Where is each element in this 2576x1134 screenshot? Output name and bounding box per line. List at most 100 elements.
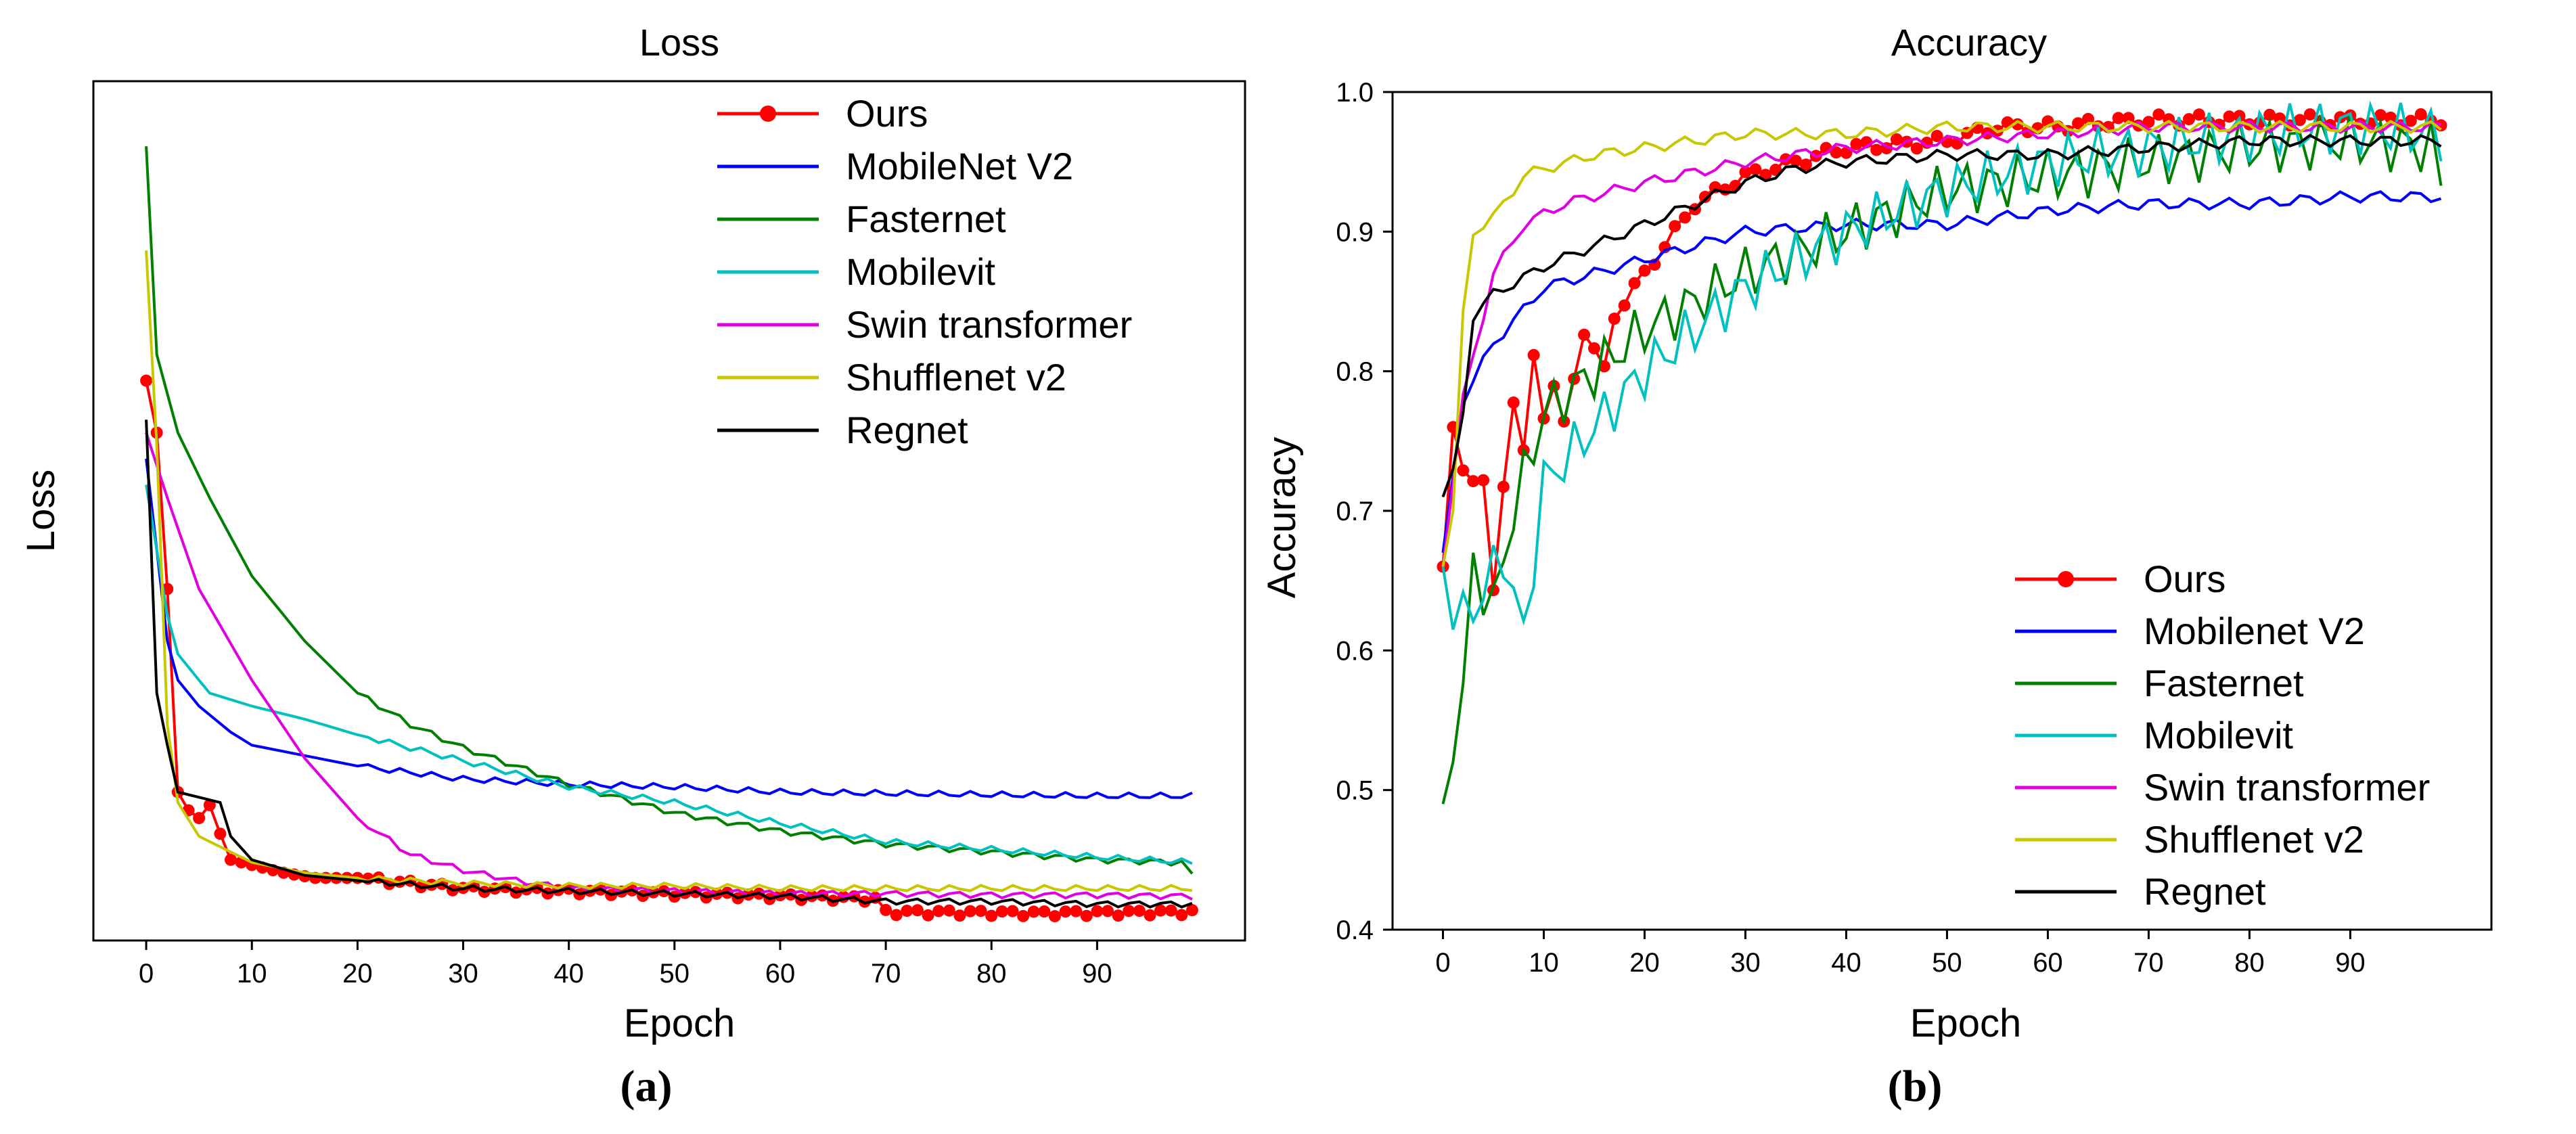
accuracy-series-group — [1437, 100, 2447, 804]
series-line-mobilenet-v2 — [145, 458, 1193, 799]
series-point-ours — [203, 798, 216, 811]
series-point-ours — [1048, 910, 1061, 923]
series-point-ours — [2122, 112, 2135, 124]
series-ours — [1437, 108, 2447, 597]
series-point-ours — [1588, 342, 1600, 355]
series-mobilenet-v2 — [1441, 190, 2442, 553]
series-point-ours — [1679, 211, 1692, 224]
series-line-ours — [145, 380, 1193, 918]
x-tick-label: 50 — [1932, 948, 1962, 978]
series-point-ours — [1477, 474, 1490, 486]
accuracy-x-ticks: 0 10 20 30 40 50 60 70 80 90 — [1435, 930, 2366, 978]
x-tick-label: 40 — [1831, 948, 1861, 978]
legend-marker — [2058, 571, 2074, 587]
series-point-ours — [1457, 464, 1470, 477]
legend-marker — [760, 106, 776, 122]
legend-item-regnet: Regnet — [717, 409, 968, 451]
series-point-ours — [880, 903, 892, 916]
series-point-ours — [2152, 108, 2165, 121]
series-fasternet — [145, 146, 1194, 875]
x-tick-label: 30 — [448, 959, 478, 989]
series-point-ours — [2142, 116, 2155, 129]
series-point-ours — [2192, 108, 2205, 121]
series-point-ours — [985, 909, 998, 922]
series-point-ours — [1830, 146, 1843, 159]
accuracy-legend: Ours Mobilenet V2 Fasternet Mobilevit Swin t… — [2015, 558, 2430, 913]
series-point-ours — [2183, 113, 2195, 126]
series-point-ours — [1175, 909, 1188, 922]
series-point-ours — [1698, 191, 1711, 203]
series-point-ours — [1027, 905, 1040, 918]
series-point-ours — [1070, 905, 1083, 917]
series-point-ours — [1618, 299, 1631, 312]
series-point-ours — [1507, 396, 1520, 409]
series-point-ours — [1739, 166, 1752, 179]
series-point-ours — [2293, 114, 2306, 127]
series-point-ours — [922, 909, 934, 922]
x-tick-label: 10 — [237, 959, 267, 989]
x-tick-label: 60 — [2033, 948, 2063, 978]
series-point-ours — [1091, 905, 1104, 917]
legend-label: Regnet — [2144, 870, 2266, 913]
loss-title: Loss — [639, 21, 719, 64]
caption-a: (a) — [620, 1062, 673, 1111]
x-tick-label: 0 — [139, 959, 154, 989]
series-point-ours — [193, 812, 206, 825]
series-point-ours — [1910, 142, 1923, 155]
loss-xlabel: Epoch — [624, 1001, 735, 1045]
x-tick-label: 90 — [1082, 959, 1112, 989]
legend-label: Mobilevit — [2144, 714, 2293, 756]
series-point-ours — [2404, 114, 2417, 127]
series-point-ours — [1154, 904, 1167, 917]
series-line-regnet — [1441, 133, 2442, 498]
series-point-ours — [911, 904, 924, 917]
series-point-ours — [2223, 110, 2236, 123]
y-tick-label: 0.7 — [1336, 497, 1374, 526]
series-line-swin-transformer — [1441, 119, 2441, 567]
x-tick-label: 60 — [765, 959, 796, 989]
accuracy-title: Accuracy — [1891, 21, 2047, 64]
series-line-shufflenet-v2 — [1441, 119, 2442, 567]
accuracy-ylabel: Accuracy — [1260, 437, 1304, 599]
series-point-ours — [2385, 111, 2397, 124]
legend-label: Ours — [2144, 558, 2225, 600]
x-tick-label: 90 — [2335, 948, 2366, 978]
series-point-ours — [995, 905, 1008, 918]
series-mobilevit — [1441, 100, 2443, 630]
series-point-ours — [140, 374, 153, 387]
series-point-ours — [1185, 904, 1198, 917]
caption-b: (b) — [1888, 1062, 1943, 1111]
series-point-ours — [1749, 163, 1762, 176]
series-point-ours — [1144, 909, 1156, 922]
series-point-ours — [2011, 118, 2024, 131]
series-point-ours — [1669, 220, 1681, 233]
series-point-ours — [2303, 108, 2316, 121]
legend-label: Mobilevit — [846, 250, 995, 293]
series-point-ours — [1608, 313, 1621, 325]
y-tick-label: 0.8 — [1336, 357, 1374, 387]
x-tick-label: 30 — [1730, 948, 1761, 978]
legend-label: Swin transformer — [846, 303, 1132, 346]
series-point-ours — [1080, 909, 1093, 922]
series-point-ours — [1102, 905, 1114, 917]
y-tick-label: 0.4 — [1336, 915, 1374, 945]
series-line-mobilenet-v2 — [1441, 190, 2442, 553]
legend-item-mobilenet-v2: MobileNet V2 — [717, 145, 1073, 187]
legend-label: Mobilenet V2 — [2144, 610, 2365, 652]
series-point-ours — [974, 905, 987, 917]
series-point-ours — [901, 905, 913, 917]
accuracy-xlabel: Epoch — [1910, 1001, 2021, 1045]
loss-ylabel: Loss — [19, 470, 63, 553]
series-point-ours — [2414, 108, 2427, 120]
loss-x-ticks: 0 10 20 30 40 50 60 70 80 90 — [139, 940, 1112, 989]
series-swin-transformer — [1441, 119, 2441, 567]
x-tick-label: 40 — [553, 959, 584, 989]
legend-label: MobileNet V2 — [846, 145, 1073, 187]
series-point-ours — [1578, 328, 1591, 341]
series-point-ours — [932, 905, 945, 917]
series-regnet — [1441, 133, 2442, 498]
legend-label: Swin transformer — [2144, 766, 2430, 809]
legend-label: Shufflenet v2 — [846, 356, 1066, 399]
series-point-ours — [1790, 154, 1802, 167]
